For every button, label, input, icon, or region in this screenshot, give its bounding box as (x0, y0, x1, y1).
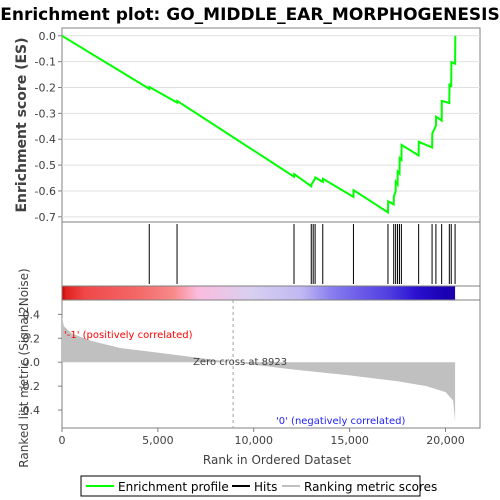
negative-correlation-label: '0' (negatively correlated) (276, 416, 405, 427)
metric-panel: 0.4 0.2 0.0 -0.2 -0.4 0 5,000 10,000 15,000 20,0… (17, 268, 481, 468)
legend-frame (80, 475, 421, 497)
ranking-metric-area (62, 316, 456, 422)
metric-y-tick-label: 0.0 (23, 356, 41, 369)
enrichment-profile-line (61, 34, 457, 215)
x-tick-label: 20,000 (426, 434, 465, 447)
x-tick-label: 5,000 (142, 434, 174, 447)
es-y-axis-title: Enrichment score (ES) (14, 37, 30, 212)
es-y-tick-label: 0.0 (39, 30, 57, 43)
hits-lines (148, 224, 456, 284)
hits-panel (61, 221, 481, 287)
x-tick-label: 10,000 (234, 434, 273, 447)
positive-correlation-label: '-1' (positively correlated) (64, 330, 193, 341)
legend-label-hits: Hits (254, 480, 277, 494)
es-y-tick-label: -0.6 (35, 185, 56, 198)
es-y-tick-label: -0.2 (35, 81, 56, 94)
es-plot-frame (61, 27, 481, 223)
es-y-tick-label: -0.1 (35, 56, 56, 69)
x-tick-label: 15,000 (330, 434, 369, 447)
metric-y-ticks: 0.4 0.2 0.0 -0.2 -0.4 (19, 308, 62, 417)
es-panel: 0.0 -0.1 -0.2 -0.3 -0.4 -0.5 -0.6 -0.7 Enrichme… (14, 27, 481, 224)
legend: Enrichment profile Hits Ranking metric s… (80, 475, 437, 497)
x-tick-label: 0 (59, 434, 66, 447)
metric-y-tick-label: 0.2 (23, 332, 41, 345)
legend-label-ranking-metric-scores: Ranking metric scores (304, 480, 437, 494)
metric-x-ticks: 0 5,000 10,000 15,000 20,000 (59, 428, 465, 447)
es-y-tick-label: -0.7 (35, 211, 56, 224)
metric-y-tick-label: 0.4 (23, 308, 41, 321)
chart-title: Enrichment plot: GO_MIDDLE_EAR_MORPHOGEN… (0, 5, 500, 25)
es-y-tick-label: -0.4 (35, 133, 56, 146)
es-y-ticks: 0.0 -0.1 -0.2 -0.3 -0.4 -0.5 -0.6 -0.7 (35, 30, 62, 224)
hits-frame (61, 221, 481, 287)
es-y-tick-label: -0.5 (35, 159, 56, 172)
legend-label-enrichment-profile: Enrichment profile (118, 480, 229, 494)
metric-y-axis-title: Ranked list metric (Signal2Noise) (17, 268, 31, 467)
zero-cross-label: Zero cross at 8923 (193, 357, 287, 368)
es-y-tick-label: -0.3 (35, 107, 56, 120)
metric-y-tick-label: -0.4 (19, 404, 40, 417)
ranking-heatmap-bar (62, 286, 456, 300)
es-grid (62, 35, 480, 218)
x-axis-title: Rank in Ordered Dataset (203, 453, 351, 467)
metric-y-tick-label: -0.2 (19, 380, 40, 393)
